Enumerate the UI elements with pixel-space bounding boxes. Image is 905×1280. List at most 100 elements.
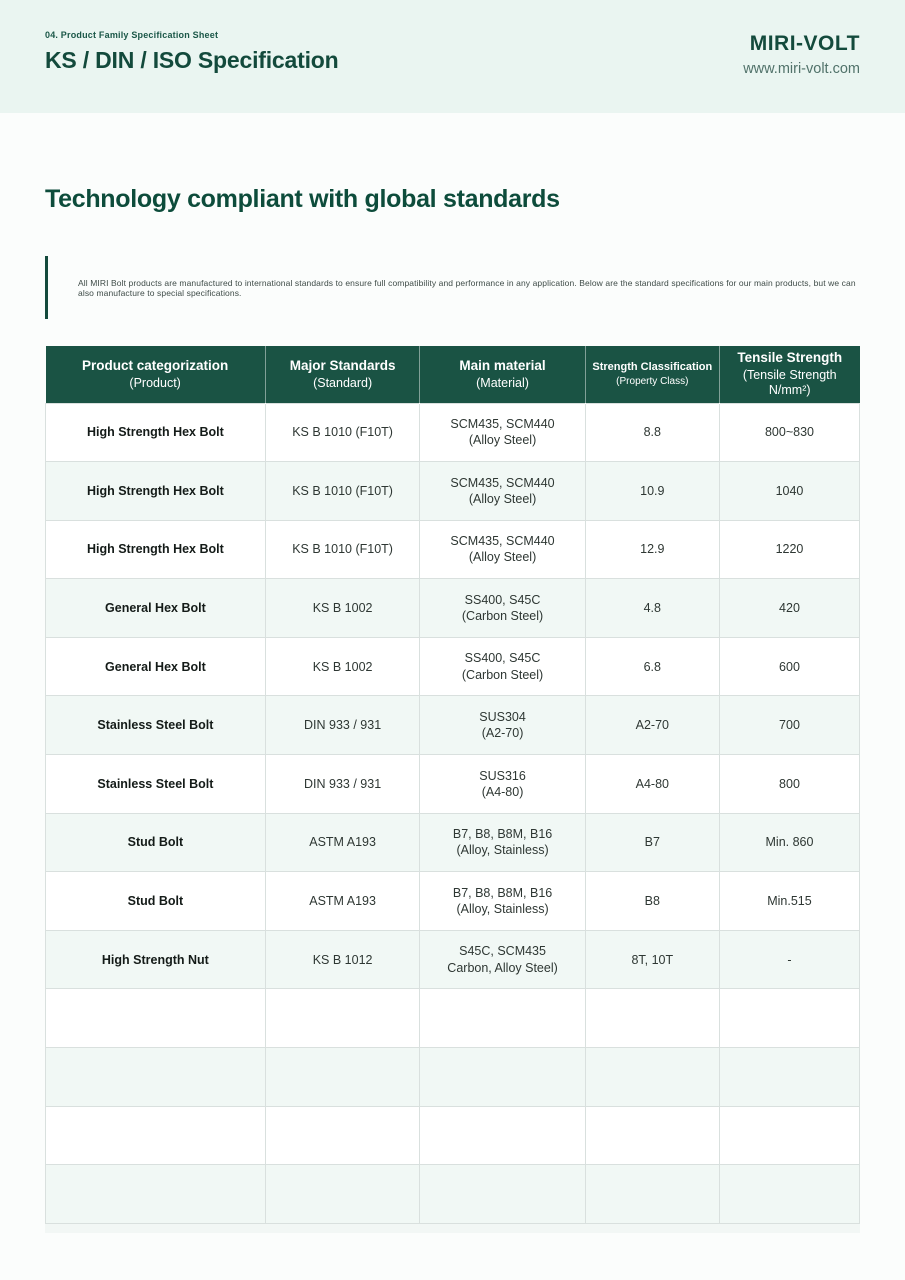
cell-standard: ASTM A193 (264, 812, 421, 873)
cell-material: SS400, S45C (Carbon Steel) (419, 578, 586, 638)
cell-product: Stainless Steel Bolt (45, 695, 266, 756)
cell-tensile: Min. 860 (718, 812, 861, 873)
cell-standard (264, 988, 421, 1049)
cell-standard (264, 1164, 421, 1224)
cell-tensile (718, 1164, 861, 1224)
column-header-material: Main material (Material) (419, 346, 586, 403)
cell-material: SUS316 (A4-80) (419, 754, 586, 814)
column-title: Product categorization (82, 357, 229, 373)
cell-tensile: 800 (718, 754, 861, 814)
table-row: General Hex Bolt KS B 1002 SS400, S45C (… (45, 578, 861, 638)
cell-standard: KS B 1002 (264, 578, 421, 638)
cell-tensile (718, 988, 861, 1049)
cell-standard: KS B 1010 (F10T) (264, 519, 421, 580)
table-header-row: Product categorization (Product) Major S… (45, 346, 860, 403)
table-row: High Strength Hex Bolt KS B 1010 (F10T) … (45, 402, 861, 463)
cell-product: High Strength Hex Bolt (45, 519, 266, 580)
cell-strength-class (584, 988, 720, 1049)
header-left: 04. Product Family Specification Sheet K… (45, 30, 339, 74)
cell-material (419, 1047, 586, 1107)
cell-tensile: 1220 (718, 519, 861, 580)
column-header-strength-class: Strength Classification (Property Class) (585, 346, 720, 403)
column-title: Major Standards (289, 357, 396, 373)
cell-tensile: 420 (718, 578, 861, 638)
specification-table: Product categorization (Product) Major S… (45, 346, 861, 1224)
cell-material: B7, B8, B8M, B16 (Alloy, Stainless) (419, 812, 586, 873)
cell-material (419, 988, 586, 1049)
page-content: Technology compliant with global standar… (0, 185, 905, 1233)
cell-standard: KS B 1010 (F10T) (264, 461, 421, 521)
cell-product: General Hex Bolt (45, 578, 266, 638)
cell-standard: DIN 933 / 931 (264, 695, 421, 756)
cell-tensile (718, 1047, 861, 1107)
cell-product: Stud Bolt (45, 812, 266, 873)
cell-tensile: 800~830 (718, 402, 861, 463)
spec-sheet-page: 04. Product Family Specification Sheet K… (0, 0, 905, 1233)
cell-strength-class (584, 1105, 720, 1166)
cell-strength-class: B7 (584, 812, 720, 873)
cell-strength-class (584, 1047, 720, 1107)
column-header-product: Product categorization (Product) (45, 346, 266, 403)
cell-material: S45C, SCM435 Carbon, Alloy Steel) (419, 929, 586, 990)
intro-text: All MIRI Bolt products are manufactured … (78, 277, 856, 298)
page-header: 04. Product Family Specification Sheet K… (0, 0, 905, 113)
intro-quote-block: All MIRI Bolt products are manufactured … (45, 256, 860, 319)
cell-strength-class: 10.9 (584, 461, 720, 521)
document-number-label: 04. Product Family Specification Sheet (45, 30, 219, 40)
table-row-empty (45, 1105, 861, 1166)
cell-strength-class: 6.8 (584, 636, 720, 697)
section-heading: Technology compliant with global standar… (45, 185, 560, 213)
cell-product (45, 1105, 266, 1166)
website-url: www.miri-volt.com (743, 61, 860, 77)
table-row: Stud Bolt ASTM A193 B7, B8, B8M, B16 (Al… (45, 812, 861, 873)
cell-material: SCM435, SCM440 (Alloy Steel) (419, 519, 586, 580)
cell-tensile: 700 (718, 695, 861, 756)
table-row-empty (45, 1164, 861, 1224)
cell-material: B7, B8, B8M, B16 (Alloy, Stainless) (419, 871, 586, 931)
cell-tensile: 600 (718, 636, 861, 697)
table-row: High Strength Nut KS B 1012 S45C, SCM435… (45, 929, 861, 990)
column-header-standard: Major Standards (Standard) (265, 346, 421, 403)
cell-material: SCM435, SCM440 (Alloy Steel) (419, 402, 586, 463)
cell-standard: KS B 1012 (264, 929, 421, 990)
table-row: High Strength Hex Bolt KS B 1010 (F10T) … (45, 519, 861, 580)
cell-tensile (718, 1105, 861, 1166)
cell-standard: KS B 1010 (F10T) (264, 402, 421, 463)
column-title: Main material (459, 357, 546, 373)
cell-standard (264, 1105, 421, 1166)
header-right: MIRI-VOLT www.miri-volt.com (743, 30, 860, 77)
cell-product: High Strength Hex Bolt (45, 461, 266, 521)
cell-strength-class: 8.8 (584, 402, 720, 463)
brand-logo-text: MIRI-VOLT (749, 32, 860, 55)
cell-material (419, 1164, 586, 1224)
table-row: Stainless Steel Bolt DIN 933 / 931 SUS31… (45, 754, 861, 814)
column-subtitle: (Tensile Strength N/mm²) (742, 368, 837, 398)
column-title: Strength Classification (592, 360, 713, 373)
cell-material (419, 1105, 586, 1166)
cell-product: Stud Bolt (45, 871, 266, 931)
column-subtitle: (Standard) (313, 375, 373, 390)
cell-strength-class: A2-70 (584, 695, 720, 756)
table-row: Stainless Steel Bolt DIN 933 / 931 SUS30… (45, 695, 861, 756)
cell-product (45, 988, 266, 1049)
cell-product (45, 1164, 266, 1224)
cell-strength-class: 8T, 10T (584, 929, 720, 990)
cell-tensile: Min.515 (718, 871, 861, 931)
cell-standard: KS B 1002 (264, 636, 421, 697)
column-header-tensile: Tensile Strength (Tensile Strength N/mm²… (719, 346, 860, 403)
cell-strength-class (584, 1164, 720, 1224)
cell-strength-class: 4.8 (584, 578, 720, 638)
cell-product: High Strength Nut (45, 929, 266, 990)
cell-tensile: - (718, 929, 861, 990)
column-subtitle: (Product) (129, 375, 181, 390)
cell-product: Stainless Steel Bolt (45, 754, 266, 814)
cell-strength-class: B8 (584, 871, 720, 931)
cell-standard (264, 1047, 421, 1107)
cell-material: SUS304 (A2-70) (419, 695, 586, 756)
cell-material: SCM435, SCM440 (Alloy Steel) (419, 461, 586, 521)
cell-product (45, 1047, 266, 1107)
cell-standard: DIN 933 / 931 (264, 754, 421, 814)
column-subtitle: (Property Class) (616, 375, 689, 387)
table-bottom-strip (45, 1223, 860, 1233)
cell-strength-class: A4-80 (584, 754, 720, 814)
